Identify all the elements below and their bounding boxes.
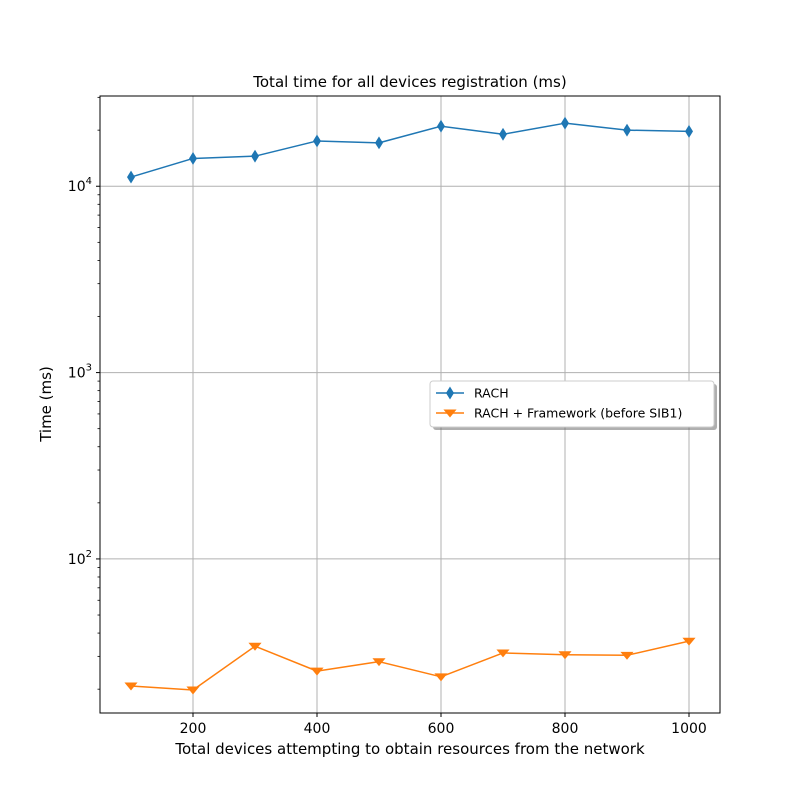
legend-marker-rach [446,386,454,400]
legend: RACH RACH + Framework (before SIB1) [429,380,717,430]
x-tick-label: 200 [180,721,207,737]
series-line-rach [130,122,690,178]
data-point-rach [313,134,321,148]
data-point-rach [561,116,569,130]
legend-box [429,380,715,428]
plot-frame [99,95,721,714]
data-point-rach [127,170,135,184]
x-axis: 200 400 600 800 1000 [180,713,707,737]
data-point-rach [437,119,445,133]
legend-label-rach-framework: RACH + Framework (before SIB1) [474,406,682,421]
data-point-rach [251,149,259,163]
x-axis-title: Total devices attempting to obtain resou… [174,740,645,758]
data-point-rach [685,124,693,138]
x-tick-label: 800 [552,721,579,737]
chart-title: Total time for all devices registration … [252,73,566,91]
legend-label-rach: RACH [474,386,509,401]
y-tick-label: 103 [68,363,92,382]
data-point-rach-framework [310,667,324,676]
data-point-rach [499,127,507,141]
series-line-rach-framework [130,640,690,691]
data-point-rach-framework [620,651,634,660]
y-tick-label: 102 [68,549,92,568]
data-point-rach [623,123,631,137]
x-tick-label: 600 [428,721,455,737]
data-point-rach-framework [186,686,200,695]
y-tick-label: 104 [68,176,92,195]
y-axis-title: Time (ms) [37,366,55,443]
x-tick-label: 1000 [671,721,707,737]
data-point-rach-framework [496,649,510,658]
data-point-rach [375,136,383,150]
x-tick-label: 400 [304,721,331,737]
data-point-rach-framework [372,658,386,667]
y-axis: 102 103 104 [68,96,100,690]
legend-marker-rach-framework [443,409,457,418]
data-point-rach-framework [248,642,262,651]
data-point-rach-framework [124,682,138,691]
series-layer [124,116,696,695]
data-point-rach-framework [558,651,572,660]
data-point-rach [189,151,197,165]
data-point-rach-framework [434,673,448,682]
data-point-rach-framework [682,637,696,646]
